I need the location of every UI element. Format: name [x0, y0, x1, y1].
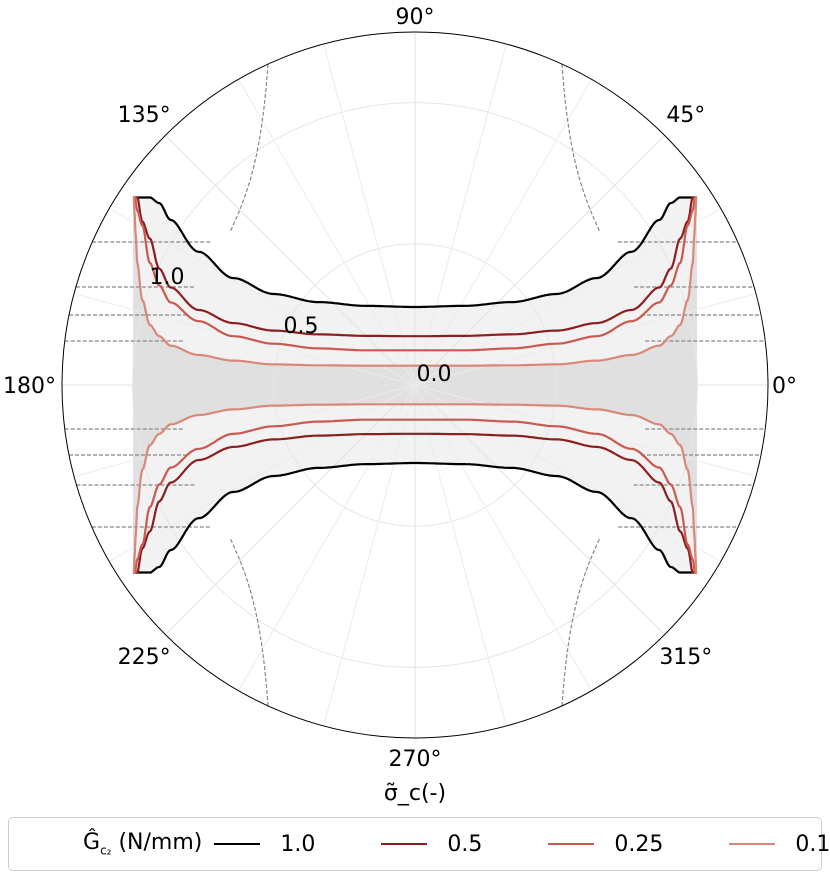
angular-gridline — [323, 384, 416, 727]
radial-tick-label: 0.0 — [417, 362, 452, 387]
angular-gridline — [414, 384, 507, 727]
angular-gridline — [73, 293, 416, 386]
legend-label-0.5: 0.5 — [447, 831, 483, 857]
angular-gridline — [323, 43, 416, 386]
guide-line — [561, 63, 601, 233]
legend-swatch-0.5 — [381, 843, 428, 845]
angular-gridline — [165, 135, 416, 386]
angular-gridline — [238, 384, 416, 691]
legend-item-0.5: 0.5 — [381, 832, 482, 857]
angular-gridline — [414, 79, 592, 386]
angle-tick-label: 225° — [118, 645, 171, 670]
series-0.5-lower — [133, 432, 697, 574]
guide-line — [229, 63, 269, 233]
angular-gridline — [414, 135, 665, 386]
series-1.0-upper — [133, 196, 697, 309]
legend-item-1.0: 1.0 — [214, 832, 315, 857]
angle-tick-label: 45° — [666, 103, 705, 128]
angular-gridline — [414, 384, 592, 691]
angle-tick-label: 90° — [396, 5, 435, 30]
angular-gridline — [414, 384, 757, 477]
angle-tick-label: 135° — [118, 103, 171, 128]
angle-tick-label: 270° — [389, 747, 442, 772]
legend: Ĝc₂ (N/mm) 1.0 0.5 0.25 0.1 — [8, 817, 830, 871]
legend-label-1.0: 1.0 — [280, 831, 316, 857]
legend-title: Ĝc₂ (N/mm) — [83, 830, 203, 858]
angular-gridline — [109, 208, 416, 386]
angular-gridline — [414, 384, 721, 562]
legend-item-0.1: 0.1 — [729, 832, 830, 857]
outer-ring — [61, 31, 769, 739]
guide-line — [561, 537, 601, 707]
legend-swatch-0.25 — [548, 843, 595, 845]
legend-swatch-1.0 — [214, 843, 261, 845]
angular-gridline — [414, 384, 665, 635]
legend-item-0.25: 0.25 — [548, 832, 663, 857]
x-axis-label: σ̃_c(-) — [384, 781, 446, 806]
series-0.25-upper — [133, 196, 697, 352]
series-layer — [132, 196, 698, 574]
radial-tick-label: 1.0 — [150, 265, 185, 290]
angular-gridline — [238, 79, 416, 386]
angular-gridline — [109, 384, 416, 562]
series-0.1-upper — [132, 196, 698, 367]
legend-swatch-0.1 — [729, 843, 776, 845]
angular-gridline — [414, 293, 757, 386]
grid-layer — [62, 32, 768, 738]
labels-layer: 0° 45° 90° 135° 180° 225° 270° 315° 0.0 0.5 1.0 — [3, 5, 797, 772]
series-0.1-lower — [132, 403, 698, 574]
legend-label-0.25: 0.25 — [614, 831, 664, 857]
series-0.25-lower — [133, 418, 697, 574]
angle-tick-label: 315° — [659, 645, 712, 670]
angular-gridline — [73, 384, 416, 477]
angular-gridline — [165, 384, 416, 635]
guide-line — [229, 537, 269, 707]
series-1.0-lower — [133, 461, 697, 574]
angle-tick-label: 0° — [772, 374, 797, 399]
angular-gridline — [414, 43, 507, 386]
series-0.5-upper — [133, 196, 697, 338]
radial-tick-label: 0.5 — [284, 314, 319, 339]
angle-tick-label: 180° — [3, 374, 56, 399]
angular-gridline — [414, 208, 721, 386]
polar-chart: 0° 45° 90° 135° 180° 225° 270° 315° 0.0 0.5 1.0 σ̃… — [3, 5, 797, 806]
legend-label-0.1: 0.1 — [795, 831, 830, 857]
